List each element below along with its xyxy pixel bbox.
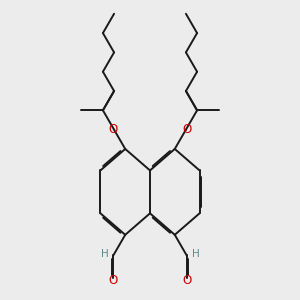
Text: O: O xyxy=(108,123,117,136)
Text: O: O xyxy=(182,274,191,287)
Text: O: O xyxy=(183,123,192,136)
Text: H: H xyxy=(101,249,109,259)
Text: H: H xyxy=(191,249,199,259)
Text: O: O xyxy=(109,274,118,287)
